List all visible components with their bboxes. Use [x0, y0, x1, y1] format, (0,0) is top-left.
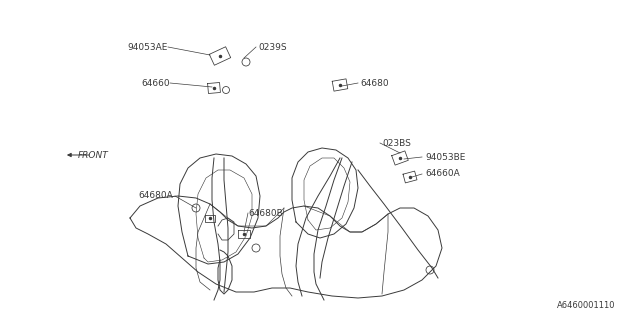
Circle shape — [223, 86, 230, 93]
Text: 94053AE: 94053AE — [127, 43, 168, 52]
Text: 0239S: 0239S — [258, 43, 287, 52]
Text: 64680B: 64680B — [248, 209, 283, 218]
Text: A6460001110: A6460001110 — [557, 300, 615, 309]
Text: FRONT: FRONT — [78, 150, 109, 159]
Text: 64680A: 64680A — [138, 191, 173, 201]
Text: 64660A: 64660A — [425, 170, 460, 179]
Circle shape — [252, 244, 260, 252]
Circle shape — [192, 204, 200, 212]
Circle shape — [426, 266, 434, 274]
Circle shape — [242, 58, 250, 66]
Text: 64660: 64660 — [141, 78, 170, 87]
Text: 023BS: 023BS — [382, 139, 411, 148]
Text: 64680: 64680 — [360, 78, 388, 87]
Text: 94053BE: 94053BE — [425, 153, 465, 162]
